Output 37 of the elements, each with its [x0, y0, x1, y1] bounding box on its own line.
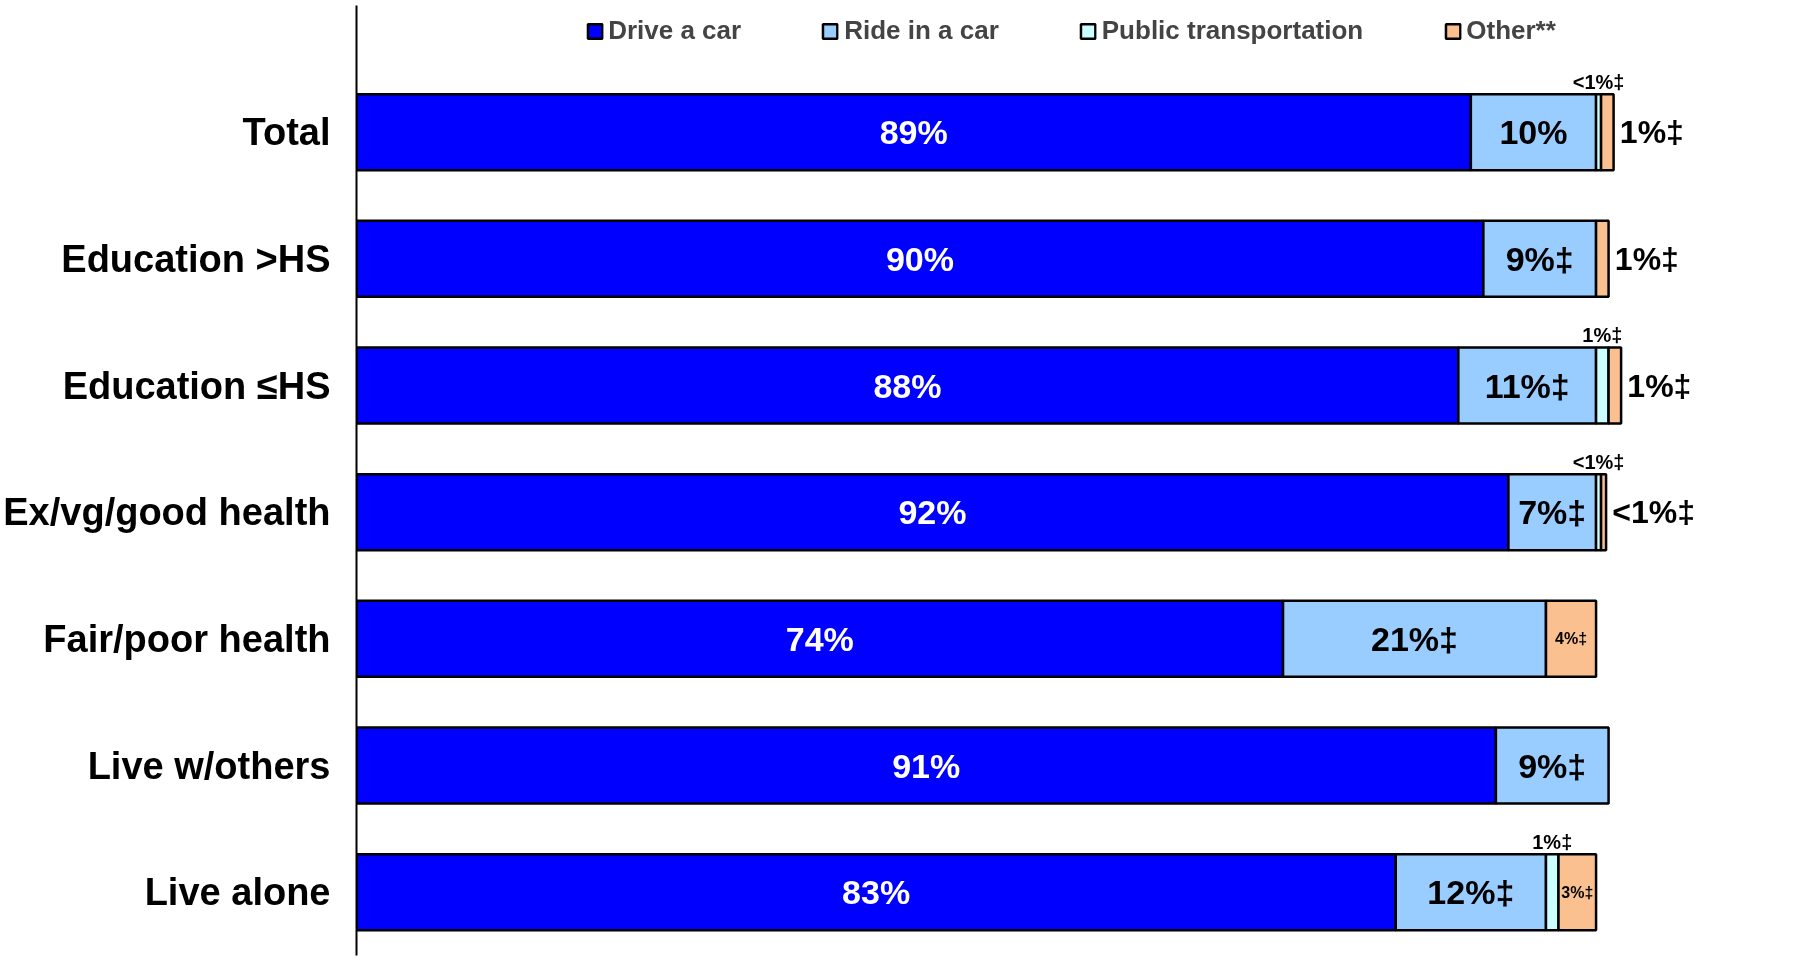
- y-tick-label: Live alone: [144, 871, 331, 914]
- data-label: 7%‡: [1518, 493, 1587, 532]
- y-tick-label: Fair/poor health: [43, 617, 331, 660]
- data-label: 92%: [898, 493, 967, 532]
- data-label: <1%‡: [1612, 494, 1696, 531]
- data-label: 83%: [842, 873, 911, 912]
- data-label: 88%: [873, 366, 942, 405]
- data-label: 1%‡: [1627, 367, 1692, 404]
- data-label: 10%: [1499, 113, 1568, 152]
- bar: [1599, 472, 1608, 552]
- y-tick-label: Total: [242, 111, 331, 154]
- legend-label: Other**: [1466, 15, 1556, 46]
- y-tick-label: Education ≤HS: [62, 364, 331, 407]
- y-tick-label: Education >HS: [61, 237, 331, 280]
- data-label: 1%‡: [1619, 114, 1684, 151]
- data-label: 1%‡: [1582, 324, 1623, 347]
- y-tick-label: Ex/vg/good health: [3, 491, 331, 534]
- data-label: <1%‡: [1572, 450, 1625, 473]
- bar: [1599, 92, 1615, 172]
- legend-label: Public transportation: [1101, 15, 1364, 46]
- data-label: 9%‡: [1505, 239, 1574, 278]
- data-label: 74%: [785, 619, 854, 658]
- data-label: 91%: [892, 746, 961, 785]
- data-label: 1%‡: [1614, 240, 1679, 277]
- y-tick-label: Live w/others: [87, 744, 331, 787]
- data-label: 11%‡: [1484, 366, 1570, 405]
- data-label: 1%‡: [1532, 830, 1573, 853]
- legend-label: Drive a car: [608, 15, 742, 46]
- legend-label: Ride in a car: [844, 15, 999, 46]
- data-label: 90%: [885, 239, 954, 278]
- data-label: <1%‡: [1572, 70, 1625, 93]
- data-label: 21%‡: [1371, 619, 1458, 658]
- data-label: 89%: [879, 113, 948, 152]
- data-label: 3%‡: [1561, 883, 1594, 901]
- data-label: 4%‡: [1555, 630, 1588, 648]
- data-label: 12%‡: [1427, 873, 1515, 912]
- data-label: 9%‡: [1518, 746, 1587, 785]
